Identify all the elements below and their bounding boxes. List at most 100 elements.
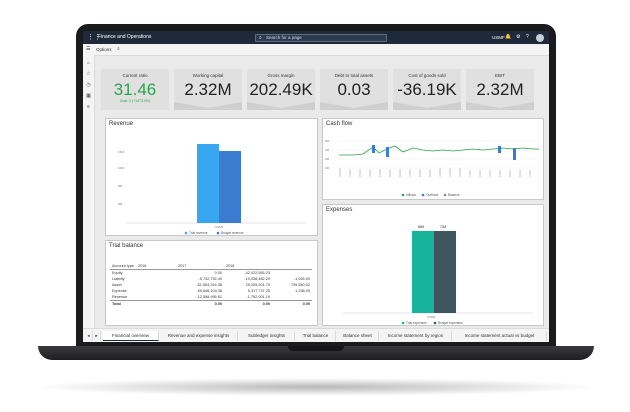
- expense-bar-label-trial: 86M: [418, 225, 425, 229]
- expense-bar-label-budget: 73M: [440, 225, 447, 229]
- revenue-bar-trial[interactable]: [197, 144, 219, 223]
- tab-scroll-right[interactable]: ▸: [93, 331, 101, 341]
- cell-value: 29,205,201.70: [245, 283, 270, 287]
- kpi-current-ratio[interactable]: Current ratio 31.46 Goal: 2 (+1473.0%): [101, 69, 169, 110]
- svg-text:2/2016: 2/2016: [359, 169, 362, 177]
- cash-bar[interactable]: [513, 148, 516, 160]
- kpi-value: 2.32M: [476, 80, 524, 99]
- cell-value: 69,846,104.38: [197, 289, 222, 293]
- cash-y-tick: 6M: [325, 139, 330, 143]
- expense-bar-budget[interactable]: [434, 231, 456, 313]
- revenue-panel[interactable]: Revenue 15M 10M 5M 0M USMF Trial revenue…: [105, 118, 318, 236]
- cell-value: 1,298.00: [295, 289, 310, 293]
- column-header[interactable]: 2017: [175, 263, 224, 270]
- action-search-icon[interactable]: ⌕: [117, 46, 120, 52]
- column-header[interactable]: 2018: [223, 263, 272, 270]
- kpi-working-capital[interactable]: Working capital 2.32M: [174, 69, 242, 110]
- kpi-title: Debt to total assets: [334, 73, 374, 78]
- svg-text:10/2016: 10/2016: [439, 168, 442, 177]
- revenue-chart: 15M 10M 5M 0M USMF Trial revenue Budget …: [118, 144, 306, 235]
- panel-title: Expenses: [326, 207, 353, 213]
- tab-income-statement-region[interactable]: Income statement by region: [380, 331, 452, 341]
- tab-income-statement-actual-vs-budget[interactable]: Income statement actual vs budget: [453, 331, 547, 341]
- hamburger-icon[interactable]: ☰: [86, 46, 91, 52]
- gear-icon[interactable]: ⚙: [516, 34, 521, 40]
- svg-text:5/2016: 5/2016: [389, 169, 392, 177]
- laptop-notch: [288, 346, 344, 351]
- kpi-ebit[interactable]: EBIT 2.32M: [466, 69, 534, 110]
- tab-trial-balance[interactable]: Trial balance: [296, 331, 336, 341]
- home-icon[interactable]: ⌂: [86, 60, 91, 66]
- table-header-row: Account type 2016 2017 2018: [110, 263, 312, 270]
- cell-type: Asset: [112, 283, 122, 287]
- company-selector[interactable]: USMF: [492, 35, 505, 40]
- legend-swatch-inflows: [401, 193, 405, 197]
- search-box[interactable]: ⌕ Search for a page: [255, 33, 387, 42]
- svg-text:6/2017: 6/2017: [519, 169, 522, 177]
- table-row[interactable]: Expense 69,846,104.38 5,317,737.25 1,298…: [110, 288, 312, 294]
- legend-balance: Balance: [448, 193, 460, 197]
- avatar[interactable]: [536, 33, 544, 42]
- legend-outflows: Outflows: [426, 193, 439, 197]
- cell-value: -1,762,001.19: [246, 295, 270, 299]
- help-icon[interactable]: ?: [526, 34, 529, 40]
- column-header: [271, 263, 312, 270]
- svg-text:12/2015: 12/2015: [339, 168, 342, 177]
- svg-text:5/2017: 5/2017: [509, 169, 512, 177]
- revenue-y-tick: 0M: [118, 202, 123, 206]
- kpi-cost-of-goods-sold[interactable]: Cost of goods sold -36.19K: [393, 69, 461, 110]
- revenue-x-label: USMF: [215, 225, 224, 229]
- app-title[interactable]: Finance and Operations: [98, 34, 152, 40]
- column-header[interactable]: Account type: [110, 263, 136, 270]
- tab-scroll-left[interactable]: ◂: [85, 331, 93, 341]
- table-row[interactable]: Revenue -12,558,995.61 -1,762,001.19: [110, 294, 312, 301]
- cash-bar[interactable]: [386, 147, 389, 157]
- kpi-debt-to-total-assets[interactable]: Debt to total assets 0.03: [320, 69, 388, 110]
- svg-text:9/2016: 9/2016: [429, 169, 432, 177]
- kpi-title: EBIT: [494, 73, 505, 78]
- table-row[interactable]: Asset -51,554,316.38 29,205,201.70 739,5…: [110, 282, 312, 288]
- cell-type: Expense: [112, 289, 127, 293]
- bell-icon[interactable]: 🔔: [505, 34, 512, 40]
- kpi-value: 31.46: [113, 80, 157, 99]
- cell-value: [135, 300, 176, 307]
- kpi-gross-margin[interactable]: Gross margin 202.49K: [247, 69, 315, 110]
- table-row[interactable]: Equity 0.00 -42,022,555.23: [110, 270, 312, 277]
- svg-text:3/2016: 3/2016: [369, 169, 372, 177]
- trial-balance-panel[interactable]: Trial balance Account type 2016 2017 201…: [105, 240, 318, 326]
- star-icon[interactable]: ☆: [86, 71, 91, 77]
- table-row[interactable]: Liability -5,732,792.49 -10,538,482.29 -…: [110, 276, 312, 282]
- cashflow-panel[interactable]: Cash flow 6M 4M 2M 0M 12/2015 1/2016 2/2…: [322, 118, 544, 200]
- cashflow-chart: 6M 4M 2M 0M 12/2015 1/2016 2/2016 3/2016…: [325, 139, 541, 197]
- cell-type: Equity: [112, 271, 123, 275]
- tab-revenue-expense-insights[interactable]: Revenue and expense insights: [160, 331, 238, 341]
- legend-swatch-budget-exp: [433, 321, 437, 325]
- chevron-decoration: [247, 102, 315, 110]
- table-total-row[interactable]: Total 0.00 0.00 0.00: [110, 300, 312, 307]
- svg-text:4/2017: 4/2017: [499, 169, 502, 177]
- cash-bar[interactable]: [498, 146, 501, 153]
- cell-value: 0.00: [271, 300, 312, 307]
- waffle-icon[interactable]: ⋮⋮: [87, 34, 101, 41]
- tab-subledger-insights[interactable]: Subledger insights: [239, 331, 295, 341]
- svg-text:1/2017: 1/2017: [469, 169, 472, 177]
- tab-financial-overview[interactable]: Financial overview: [103, 331, 159, 341]
- workspace-icon[interactable]: ▦: [86, 93, 91, 99]
- column-header[interactable]: 2016: [135, 263, 176, 270]
- top-navigation-bar: ⋮⋮ Finance and Operations ⌕ Search for a…: [83, 31, 549, 44]
- panel-title: Revenue: [109, 121, 134, 127]
- cell-value: -10,538,482.29: [244, 277, 270, 281]
- options-button[interactable]: Options: [96, 47, 112, 52]
- cash-balance-line[interactable]: [339, 145, 539, 156]
- expenses-panel[interactable]: Expenses 86M 73M USMF Trial expenses Bud…: [322, 204, 544, 326]
- revenue-bar-budget[interactable]: [219, 151, 241, 223]
- expense-bar-trial[interactable]: [412, 231, 434, 313]
- cash-y-tick: 0M: [325, 166, 330, 170]
- tab-balance-sheet[interactable]: Balance sheet: [337, 331, 379, 341]
- search-icon: ⌕: [259, 34, 262, 41]
- cash-y-tick: 4M: [325, 148, 330, 152]
- list-icon[interactable]: ≡: [87, 104, 90, 110]
- clock-icon[interactable]: ◷: [86, 82, 91, 88]
- cash-bar[interactable]: [372, 145, 375, 153]
- left-navigation: ⌂ ☆ ◷ ▦ ≡: [83, 55, 95, 342]
